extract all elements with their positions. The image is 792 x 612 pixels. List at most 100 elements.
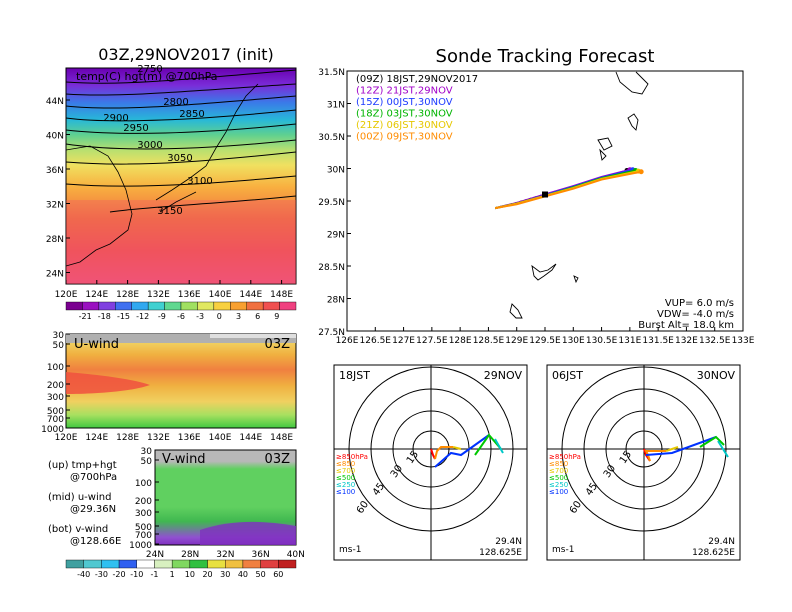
- pressure-tick-label: 50: [141, 457, 153, 467]
- colorbar-swatch: [279, 301, 297, 311]
- colorbar-swatch: [260, 559, 279, 569]
- contour-label: 3100: [187, 176, 212, 187]
- level-legend: ≤700: [336, 467, 355, 475]
- contour-label: 2900: [103, 113, 128, 124]
- lon-tick-label: 127E: [392, 336, 415, 346]
- lon-tick-label: 144E: [239, 433, 262, 443]
- pressure-tick-label: 700: [135, 531, 152, 541]
- pressure-tick-label: 700: [47, 415, 64, 425]
- hodograph-lon: 128.625E: [692, 548, 735, 558]
- pressure-tick-label: 500: [135, 523, 152, 533]
- lat-tick-label: 36N: [252, 550, 270, 560]
- hodograph-date: 30NOV: [697, 369, 736, 382]
- colorbar-tick-label: 6: [255, 312, 260, 321]
- colorbar-tick-label: -21: [79, 312, 92, 321]
- colorbar-tick-label: -12: [136, 312, 149, 321]
- legend-mid-line1: (mid) u-wind: [48, 492, 111, 503]
- legend-entry: (21Z) 06JST,30NOV: [356, 120, 453, 131]
- pressure-tick-label: 300: [135, 509, 152, 519]
- lat-tick-label: 29.5N: [318, 198, 345, 208]
- map-subtitle: temp(C) hgt(m) @700hPa: [76, 70, 217, 83]
- colorbar-swatch: [242, 559, 261, 569]
- track-end-marker: [638, 169, 644, 175]
- pressure-tick-label: 50: [53, 341, 65, 351]
- colorbar-tick-label: -20: [113, 570, 126, 579]
- hodograph-segment: [434, 434, 490, 468]
- colorbar-tick-label: 20: [202, 570, 212, 579]
- colorbar-swatch: [207, 559, 226, 569]
- burst-text: Burst Alt= 18.0 km: [638, 320, 734, 331]
- lat-tick-label: 28N: [181, 550, 199, 560]
- hodograph-unit: ms-1: [552, 545, 574, 555]
- colorbar-tick-label: -15: [117, 312, 130, 321]
- level-legend: ≤500: [336, 474, 355, 482]
- tracking-plot-area: [346, 70, 744, 332]
- jet-core: [66, 372, 150, 394]
- hodograph-segment: [699, 435, 725, 448]
- u-wind-label: U-wind: [74, 337, 119, 352]
- hodograph-segment: [434, 446, 453, 460]
- map-lon-ticks: 120E 124E 128E 132E 136E 140E 144E 148E: [55, 280, 293, 300]
- lat-tick-label: 30N: [327, 166, 345, 176]
- lat-tick-label: 44N: [46, 97, 64, 107]
- colorbar-tick-label: -18: [98, 312, 111, 321]
- colorbar-swatch: [65, 301, 83, 311]
- contour-label: 3050: [167, 153, 192, 164]
- colorbar-tick-label: -30: [95, 570, 108, 579]
- map-lat-ticks: 44N 40N 36N 32N 28N 24N: [46, 97, 70, 280]
- pressure-tick-label: 300: [47, 393, 64, 403]
- lat-tick-label: 24N: [46, 270, 64, 280]
- pressure-tick-label: 30: [141, 447, 153, 457]
- level-legend: ≤850: [336, 460, 355, 468]
- legend-entry: (09Z) 18JST,29NOV2017: [356, 74, 478, 85]
- colorbar-tick-label: 3: [236, 312, 241, 321]
- lon-tick-label: 132E: [147, 433, 170, 443]
- lon-tick-label: 120E: [55, 290, 78, 300]
- legend-bot-line2: @128.66E: [70, 536, 121, 547]
- hodograph-segment: [717, 440, 729, 458]
- pressure-tick-label: 1000: [41, 425, 64, 435]
- contour-label: 2800: [163, 97, 188, 108]
- lat-tick-label: 30.5N: [318, 133, 345, 143]
- pressure-tick-label: 200: [47, 381, 64, 391]
- wind-colorbar: -40 -30 -20 -10 -1 1 10 20 30 40 50 60: [65, 559, 297, 579]
- hodograph-lat: 29.4N: [495, 537, 522, 547]
- lon-tick-label: 148E: [270, 290, 293, 300]
- legend-up-line1: (up) tmp+hgt: [48, 460, 117, 471]
- level-legend: ≤700: [549, 467, 568, 475]
- legend-entry: (18Z) 03JST,30NOV: [356, 109, 453, 120]
- colorbar-swatch: [118, 559, 137, 569]
- lat-tick-label: 32N: [216, 550, 234, 560]
- temperature-field: [65, 67, 297, 285]
- lon-tick-label: 124E: [85, 433, 108, 443]
- lon-tick-label: 136E: [178, 433, 201, 443]
- lon-tick-label: 131E: [618, 336, 641, 346]
- lon-tick-label: 130.5E: [586, 336, 618, 346]
- lon-tick-label: 128E: [116, 433, 139, 443]
- colorbar-swatch: [101, 559, 120, 569]
- legend-mid-line2: @29.36N: [70, 504, 116, 515]
- lat-tick-label: 36N: [46, 166, 64, 176]
- tracking-legend: (09Z) 18JST,29NOV2017(12Z) 21JST,29NOV (1…: [356, 74, 478, 143]
- lat-tick-label: 40N: [46, 132, 64, 142]
- lon-tick-label: 132E: [147, 290, 170, 300]
- level-legend: ≤500: [549, 474, 568, 482]
- level-legend: ≥850hPa: [336, 453, 368, 461]
- contour-label: 2850: [179, 109, 204, 120]
- colorbar-swatch: [98, 301, 116, 311]
- level-legend: ≥850hPa: [549, 453, 581, 461]
- lat-tick-label: 31.5N: [318, 68, 345, 78]
- legend-entry: (12Z) 21JST,29NOV: [356, 86, 453, 97]
- lon-tick-label: 130E: [562, 336, 585, 346]
- colorbar-swatch: [262, 301, 280, 311]
- level-legend: ≤100: [549, 488, 568, 496]
- tracking-title: Sonde Tracking Forecast: [436, 46, 655, 67]
- contour-label: 2950: [123, 123, 148, 134]
- lon-tick-label: 124E: [85, 290, 108, 300]
- colorbar-swatch: [180, 301, 198, 311]
